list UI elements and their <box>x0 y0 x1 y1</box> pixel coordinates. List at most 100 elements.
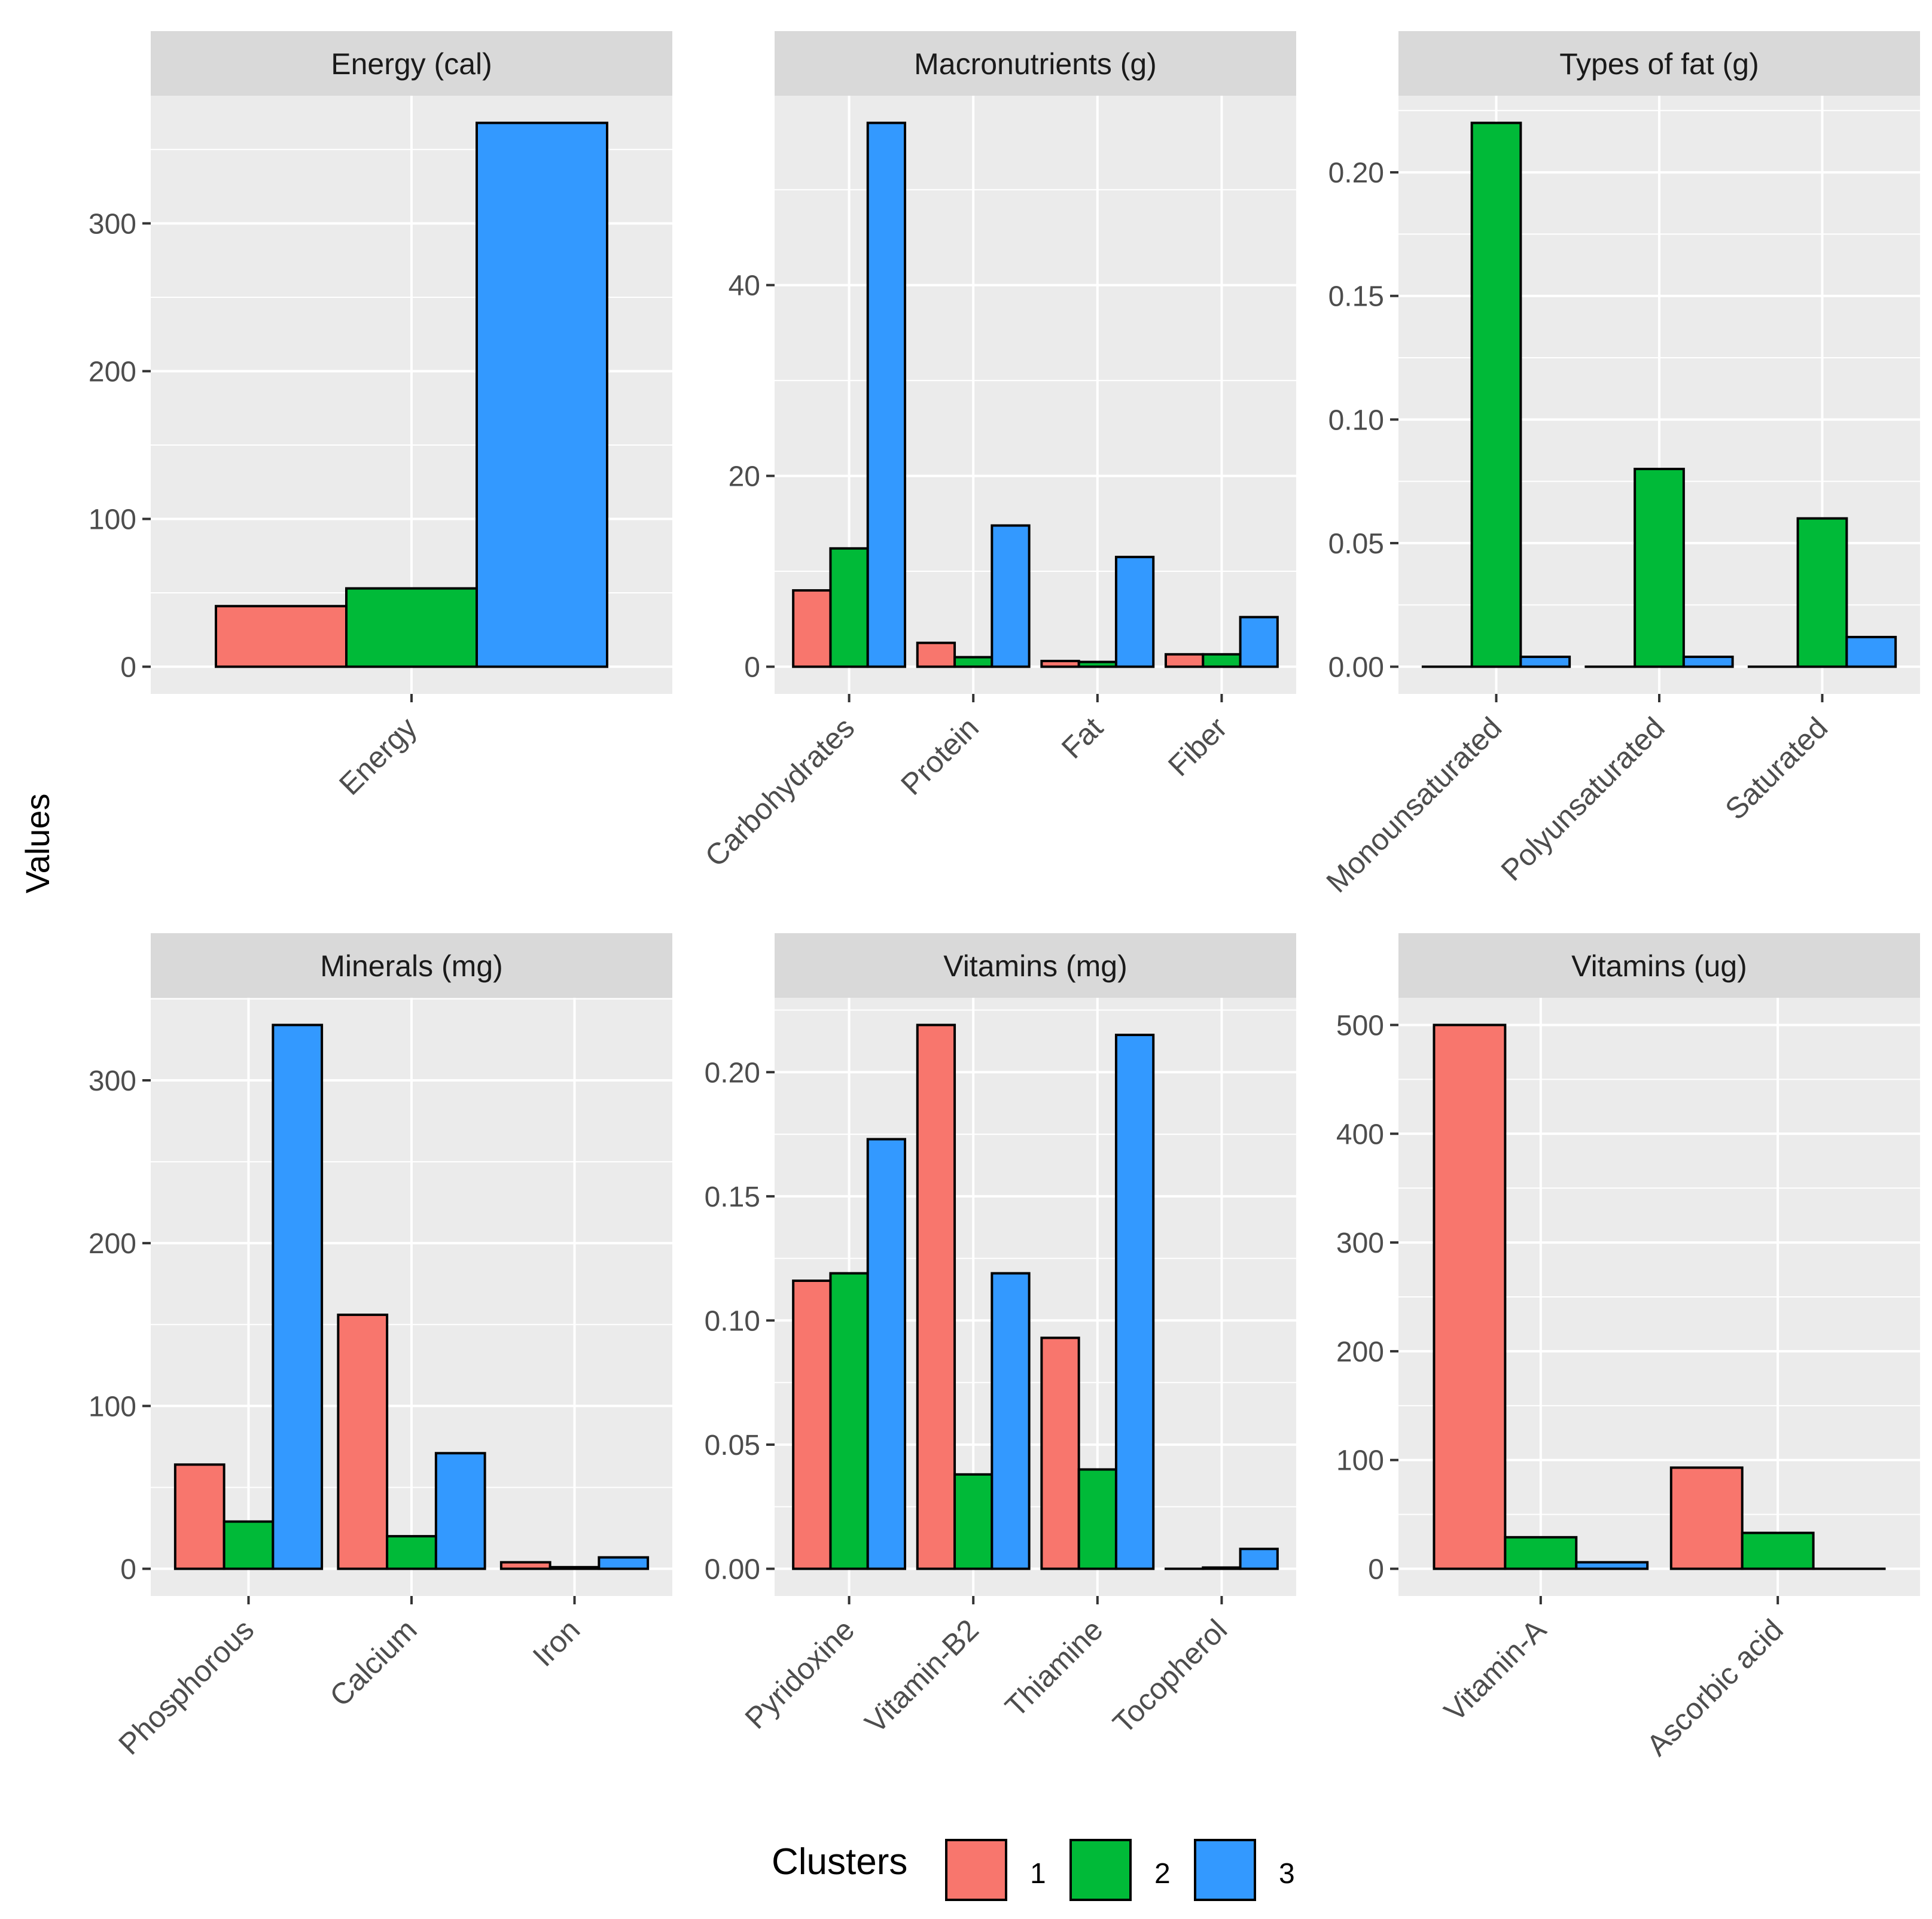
bar-phosphorous-cluster-3 <box>272 1024 324 1570</box>
bar-phosphorous-cluster-2 <box>223 1520 275 1570</box>
x-tick-label: Thiamine <box>999 1613 1110 1723</box>
x-tick-label: Vitamin-B2 <box>858 1613 985 1740</box>
y-tick-label: 0 <box>744 652 760 684</box>
bar-phosphorous-cluster-1 <box>173 1463 225 1570</box>
bar-vitamin-b2-cluster-3 <box>991 1272 1031 1570</box>
y-tick-label: 300 <box>89 1065 136 1097</box>
panel-3: Types of fat (g) 0.00 0.05 0.10 0.15 0.20 Mono… <box>1320 31 1920 899</box>
y-tick-label: 0.00 <box>1328 652 1384 684</box>
bar-pyridoxine-cluster-3 <box>866 1138 906 1570</box>
bar-fiber-cluster-2 <box>1202 653 1242 668</box>
panel-strip <box>1398 933 1920 998</box>
x-tick-label: Ascorbic acid <box>1640 1613 1790 1762</box>
x-tick-label: Vitamin-A <box>1437 1613 1553 1728</box>
bar-calcium-cluster-3 <box>434 1452 486 1570</box>
y-tick-label: 0.05 <box>705 1430 760 1461</box>
y-tick-label: 100 <box>89 1391 136 1423</box>
bar-pyridoxine-cluster-2 <box>829 1272 869 1570</box>
bar-pyridoxine-cluster-1 <box>792 1280 832 1570</box>
legend-key-1 <box>945 1839 1007 1901</box>
y-tick-label: 400 <box>1336 1119 1384 1150</box>
bar-tocopherol-cluster-3 <box>1239 1548 1279 1570</box>
x-tick-label: Saturated <box>1718 711 1834 826</box>
legend: Clusters 1 2 3 <box>772 1839 1295 1901</box>
y-tick-label: 100 <box>1336 1445 1384 1477</box>
x-tick-label: Iron <box>526 1613 587 1673</box>
bar-ascorbic-acid-cluster-1 <box>1669 1466 1744 1570</box>
bar-ascorbic-acid-cluster-2 <box>1741 1531 1815 1570</box>
bar-protein-cluster-1 <box>916 641 956 668</box>
bar-calcium-cluster-2 <box>386 1535 437 1570</box>
x-tick-label: Calcium <box>323 1613 423 1713</box>
panel-title: Vitamins (ug) <box>1571 949 1747 983</box>
panel-title: Energy (cal) <box>331 47 492 81</box>
y-tick-label: 40 <box>729 270 760 302</box>
panel-strip <box>775 31 1296 96</box>
y-tick-label: 300 <box>1336 1227 1384 1259</box>
x-tick-label: Tocopherol <box>1107 1613 1234 1740</box>
y-tick-label: 20 <box>729 461 760 493</box>
bar-thiamine-cluster-1 <box>1040 1336 1080 1570</box>
y-tick-label: 0.10 <box>1328 404 1384 436</box>
panel-strip <box>775 933 1296 998</box>
x-tick-label: Fat <box>1055 711 1110 765</box>
y-tick-label: 0.15 <box>1328 281 1384 313</box>
panel-5: Vitamins (mg) 0.00 0.05 0.10 0.15 0.20 Pyridox… <box>705 933 1296 1740</box>
y-tick-label: 500 <box>1336 1010 1384 1041</box>
x-tick-label: Protein <box>894 711 985 802</box>
bar-fat-cluster-1 <box>1040 659 1080 668</box>
y-axis-title: Values <box>19 793 56 893</box>
y-tick-label: 0.15 <box>705 1181 760 1213</box>
y-tick-label: 0.00 <box>705 1554 760 1586</box>
x-tick-label: Energy <box>333 711 423 802</box>
bar-carbohydrates-cluster-2 <box>829 547 869 668</box>
legend-title: Clusters <box>772 1841 907 1883</box>
panel-4: Minerals (mg) 0 100 200 300 Phosphorous Calciu… <box>89 933 672 1761</box>
panel-strip <box>151 31 672 96</box>
panel-strip <box>151 933 672 998</box>
x-tick-label: Phosphorous <box>112 1613 260 1761</box>
y-tick-label: 0.20 <box>705 1057 760 1089</box>
bar-vitamin-a-cluster-2 <box>1504 1536 1578 1570</box>
bar-calcium-cluster-1 <box>337 1313 389 1570</box>
panel-1: Energy (cal) 0 100 200 300 Energy <box>89 31 672 802</box>
bar-vitamin-a-cluster-3 <box>1575 1561 1649 1570</box>
bar-monounsaturated-cluster-2 <box>1470 121 1522 668</box>
bar-thiamine-cluster-2 <box>1077 1468 1117 1570</box>
facet-panels: Energy (cal)0100200300EnergyMacronutrien… <box>89 31 1920 1762</box>
y-tick-label: 0 <box>120 652 136 684</box>
x-tick-label: Polyunsaturated <box>1495 711 1671 887</box>
bar-energy-cluster-2 <box>345 587 478 668</box>
bar-vitamin-b2-cluster-2 <box>953 1473 994 1570</box>
bar-protein-cluster-2 <box>953 656 994 668</box>
legend-label-2: 2 <box>1154 1858 1171 1890</box>
y-tick-label: 200 <box>89 1228 136 1260</box>
bar-fiber-cluster-1 <box>1165 653 1205 668</box>
y-tick-label: 100 <box>89 504 136 536</box>
bar-polyunsaturated-cluster-2 <box>1634 467 1685 668</box>
bar-tocopherol-cluster-2 <box>1202 1566 1242 1570</box>
panel-title: Types of fat (g) <box>1559 47 1759 81</box>
bar-energy-cluster-3 <box>476 121 608 668</box>
panel-title: Minerals (mg) <box>320 949 503 983</box>
bar-thiamine-cluster-3 <box>1114 1034 1155 1570</box>
panel-title: Macronutrients (g) <box>914 47 1157 81</box>
bar-saturated-cluster-2 <box>1796 517 1848 668</box>
bar-fat-cluster-2 <box>1077 660 1117 668</box>
y-tick-label: 200 <box>1336 1336 1384 1368</box>
legend-key-2 <box>1069 1839 1132 1901</box>
x-tick-label: Carbohydrates <box>699 711 861 873</box>
bar-protein-cluster-3 <box>991 524 1031 668</box>
y-tick-label: 0.10 <box>705 1305 760 1337</box>
bar-fat-cluster-3 <box>1114 556 1155 668</box>
bar-saturated-cluster-3 <box>1845 635 1897 668</box>
legend-label-3: 3 <box>1279 1858 1295 1890</box>
bar-carbohydrates-cluster-3 <box>866 121 906 668</box>
bar-iron-cluster-1 <box>499 1561 551 1570</box>
bar-carbohydrates-cluster-1 <box>792 589 832 668</box>
bar-vitamin-b2-cluster-1 <box>916 1024 956 1570</box>
x-tick-label: Monounsaturated <box>1320 711 1508 899</box>
y-tick-label: 0 <box>1368 1554 1384 1586</box>
y-tick-label: 200 <box>89 356 136 388</box>
